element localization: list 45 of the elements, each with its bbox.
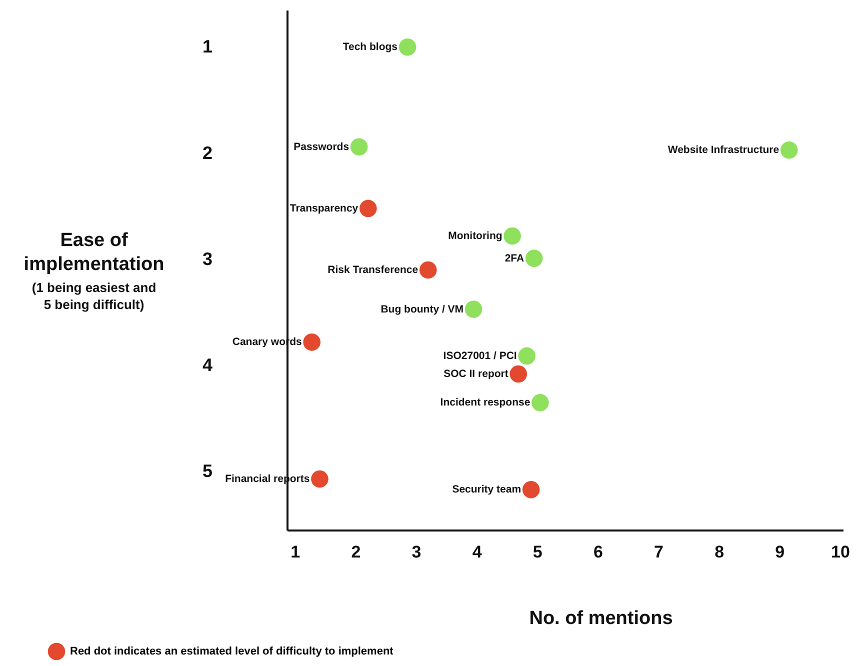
point (522, 481, 540, 498)
y-axis-title: Ease of implementation (24, 230, 164, 275)
point (504, 227, 521, 245)
x-tick-label: 10 (831, 542, 850, 562)
point (303, 334, 320, 351)
point (464, 300, 482, 318)
annotation: ISO27001 / PCI (443, 350, 517, 362)
x-tick-label: 4 (472, 542, 482, 562)
annotation: Tech blogs (342, 41, 398, 54)
y-tick-label: 4 (202, 355, 212, 376)
y-tick-label: 1 (202, 36, 212, 57)
x-tick-label: 9 (775, 542, 785, 562)
point (350, 138, 368, 156)
point (510, 365, 528, 383)
annotation: Incident response (440, 396, 530, 409)
y-tick-label: 3 (202, 248, 212, 269)
point (780, 141, 798, 159)
legend-label: Red dot indicates an estimated level of difficulty to implement (70, 646, 394, 658)
point (360, 200, 377, 218)
point (398, 38, 416, 56)
annotation: 2FA (504, 252, 525, 264)
point (532, 394, 549, 412)
x-tick-label: 3 (412, 542, 422, 562)
y-tick-label: 5 (202, 461, 212, 482)
x-tick-label: 5 (532, 542, 542, 562)
annotation: Passwords (294, 140, 350, 153)
annotation: Transparency (290, 202, 358, 214)
x-tick-label: 7 (654, 542, 664, 562)
x-tick-label: 1 (290, 542, 300, 562)
y-tick-label: 2 (202, 142, 212, 163)
annotation: Monitoring (448, 230, 502, 242)
x-tick-label: 6 (593, 542, 603, 562)
x-tick-label: 2 (351, 542, 361, 562)
annotation: SOC II report (444, 368, 509, 380)
point (518, 347, 536, 365)
annotation: Website Infrastructure (668, 144, 780, 156)
point (311, 470, 328, 488)
x-tick-label: 8 (714, 542, 724, 562)
annotation: Risk Transference (328, 264, 418, 276)
text: (1 being easiest and 5 being difficult) (32, 280, 156, 312)
annotation: Bug bounty / VM (380, 303, 464, 316)
point (419, 261, 437, 279)
annotation: Security team (452, 484, 522, 496)
point (525, 250, 543, 267)
x-axis-title: No. of mentions (529, 608, 673, 629)
